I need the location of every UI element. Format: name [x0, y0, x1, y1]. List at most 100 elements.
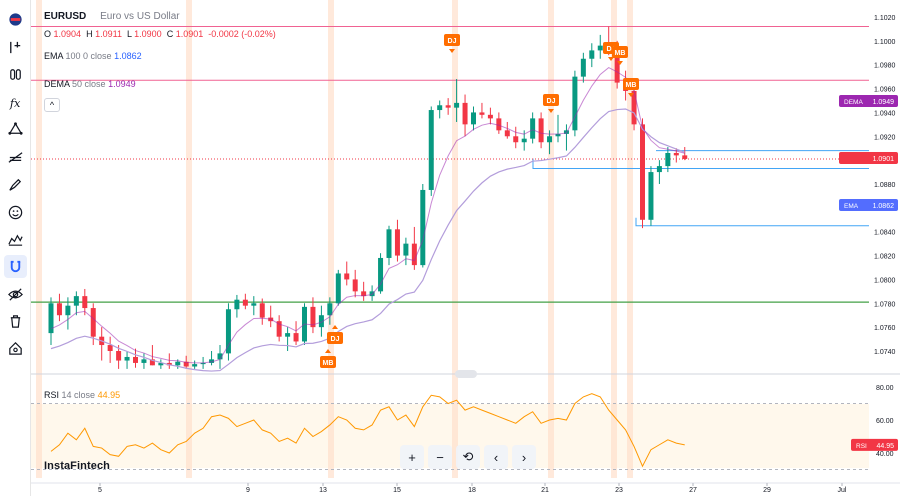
rsi-legend[interactable]: RSI 14 close 44.95 — [44, 390, 120, 400]
price-tick-label: 1.1000 — [874, 39, 896, 46]
ohlc-o-label: O — [44, 29, 52, 39]
time-tick-label: 27 — [689, 487, 697, 494]
event-label: DJ — [607, 46, 616, 53]
time-tick-label: 21 — [541, 487, 549, 494]
candle-body — [471, 112, 476, 125]
candle-body — [504, 130, 510, 137]
price-tick-label: 1.0980 — [874, 63, 896, 70]
candle-body — [259, 303, 265, 318]
candle-body — [48, 303, 54, 334]
candle-body — [614, 50, 620, 83]
dema-price-badge: DEMA 1.0949 — [839, 95, 898, 107]
rsi-params: 14 close — [61, 390, 96, 400]
price-tick-label: 1.0840 — [874, 230, 896, 237]
candle-body — [589, 50, 595, 59]
hide-drawings-icon[interactable] — [4, 283, 27, 306]
line-tool-icon[interactable] — [4, 63, 27, 86]
ohlc-l-value: 1.0900 — [134, 29, 162, 39]
event-label: DJ — [331, 336, 340, 343]
pane-resize-handle[interactable] — [455, 370, 477, 378]
symbol-description: Euro vs US Dollar — [100, 11, 180, 22]
chart-controls: + − ⟲ ‹ › — [400, 445, 536, 471]
collapse-legend-button[interactable]: ^ — [44, 98, 60, 112]
last-price-badge-bg — [839, 152, 898, 164]
zoom-in-button[interactable]: + — [400, 445, 424, 469]
ruler-icon[interactable] — [4, 228, 27, 251]
ema-price-badge: EMA 1.0862 — [839, 199, 898, 211]
ema-line — [50, 108, 685, 372]
ohlc-change: -0.0002 (-0.02%) — [208, 29, 276, 39]
price-tick-label: 1.0940 — [874, 110, 896, 117]
candle-body — [166, 362, 172, 366]
candle-body — [234, 299, 240, 310]
trash-icon[interactable] — [4, 310, 27, 333]
candle-body — [352, 279, 358, 292]
rsi-badge: RSI 44.95 — [851, 438, 898, 451]
event-arrow — [608, 57, 614, 61]
event-label: DJ — [448, 38, 457, 45]
economic-event-marker: MB — [320, 349, 336, 368]
candle-body — [437, 105, 443, 111]
dema-value: 1.0949 — [108, 79, 136, 89]
range-line — [532, 158, 869, 169]
candle-body — [462, 102, 468, 125]
price-tick-label: 1.0780 — [874, 301, 896, 308]
candle-body — [597, 45, 603, 51]
event-badge — [327, 332, 343, 344]
time-tick-label: 29 — [763, 487, 771, 494]
ema-price-badge-value: 1.0862 — [873, 203, 895, 210]
candle-body — [158, 362, 164, 366]
candle-body — [648, 172, 654, 220]
event-label: DJ — [547, 98, 556, 105]
price-tick-label: 1.0740 — [874, 349, 896, 356]
time-tick-label: 5 — [98, 487, 102, 494]
drawing-toolbar: fx — [0, 0, 31, 496]
crosshair-icon[interactable] — [4, 36, 27, 59]
price-tick-label: 1.0760 — [874, 325, 896, 332]
ohlc-c-label: C — [166, 29, 174, 39]
fib-icon[interactable] — [4, 146, 27, 169]
pattern-icon[interactable] — [4, 118, 27, 141]
ohlc-h-label: H — [86, 29, 93, 39]
candle-body — [555, 133, 561, 137]
ema-params: 100 0 close — [65, 51, 112, 61]
candle-body — [547, 136, 553, 143]
magnet-icon[interactable] — [4, 255, 27, 278]
flag-icon[interactable] — [4, 8, 27, 31]
candle-body — [530, 118, 536, 139]
candle-body — [200, 362, 206, 365]
candle-body — [420, 189, 426, 266]
zoom-out-button[interactable]: − — [428, 445, 452, 469]
event-badge — [623, 78, 639, 90]
candle-body — [175, 361, 181, 366]
candle-body — [293, 333, 299, 342]
event-band — [186, 0, 192, 478]
reset-view-button[interactable]: ⟲ — [456, 445, 480, 469]
price-chart[interactable]: DJDJDJMBMBDJMB1.10201.10001.09801.09601.… — [31, 0, 900, 496]
brand-logo: InstaFintech — [44, 460, 110, 472]
dema-params: 50 close — [72, 79, 106, 89]
dema-legend[interactable]: DEMA 50 close 1.0949 — [44, 79, 136, 89]
scroll-back-button[interactable]: ‹ — [484, 445, 508, 469]
candle-body — [107, 345, 113, 351]
ema-legend[interactable]: EMA 100 0 close 1.0862 — [44, 51, 142, 61]
candle-body — [513, 136, 519, 143]
event-arrow — [325, 349, 331, 353]
emoji-icon[interactable] — [4, 201, 27, 224]
function-icon[interactable]: fx — [4, 91, 27, 114]
svg-text:fx: fx — [9, 96, 21, 110]
symbol-name[interactable]: EURUSD — [44, 11, 87, 22]
brush-icon[interactable] — [4, 173, 27, 196]
time-tick-label: 23 — [615, 487, 623, 494]
candle-body — [82, 296, 88, 309]
price-tick-label: 1.0800 — [874, 277, 896, 284]
candle-body — [487, 114, 493, 119]
home-icon[interactable] — [4, 337, 27, 360]
price-tick-label: 1.0820 — [874, 254, 896, 261]
candle-body — [116, 351, 122, 361]
candle-body — [209, 359, 215, 363]
event-band — [548, 0, 554, 478]
ema-price-badge-label: EMA — [844, 203, 859, 210]
scroll-forward-button[interactable]: › — [512, 445, 536, 469]
